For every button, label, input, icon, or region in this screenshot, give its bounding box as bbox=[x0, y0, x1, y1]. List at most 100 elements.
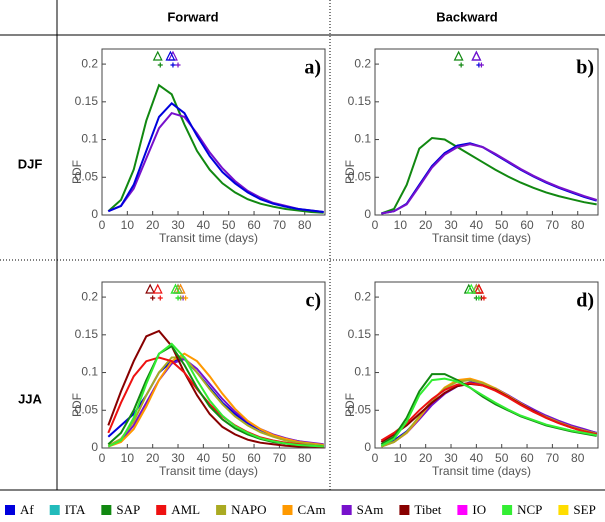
legend-label: Af bbox=[20, 502, 34, 517]
legend-label: SAm bbox=[357, 502, 384, 517]
legend-label: NCP bbox=[517, 502, 542, 517]
y-tick-label: 0.1 bbox=[354, 132, 371, 146]
y-tick-label: 0.15 bbox=[348, 327, 372, 341]
legend-swatch bbox=[101, 505, 112, 515]
legend-label: NAPO bbox=[231, 502, 266, 517]
median-marker bbox=[175, 295, 181, 301]
median-marker bbox=[478, 62, 484, 68]
x-tick-label: 70 bbox=[546, 218, 560, 232]
legend-swatch bbox=[558, 505, 569, 515]
median-marker bbox=[481, 295, 487, 301]
panel-label: a) bbox=[304, 57, 321, 79]
plot-area bbox=[374, 281, 599, 449]
x-tick-label: 80 bbox=[298, 451, 312, 465]
x-tick-label: 60 bbox=[247, 451, 261, 465]
panel: 0 10 20 30 40 50 60 70 80 0 0.05 0.1 0.15 0.2 Transit … bbox=[343, 281, 599, 478]
median-marker bbox=[170, 62, 176, 68]
x-tick-label: 40 bbox=[197, 218, 211, 232]
x-axis-label: Transit time (days) bbox=[159, 464, 258, 478]
series-line bbox=[381, 142, 597, 215]
mean-marker bbox=[473, 283, 484, 294]
x-axis-label: Transit time (days) bbox=[159, 231, 258, 245]
x-tick-label: 40 bbox=[197, 451, 211, 465]
panel-label: c) bbox=[305, 290, 321, 312]
x-tick-label: 30 bbox=[171, 218, 185, 232]
y-axis-label: PDF bbox=[70, 160, 84, 184]
plot-area bbox=[101, 48, 326, 216]
y-tick-label: 0.05 bbox=[75, 169, 99, 183]
x-tick-label: 10 bbox=[121, 451, 135, 465]
x-tick-label: 0 bbox=[99, 218, 106, 232]
legend-label: Tibet bbox=[414, 502, 441, 517]
y-tick-label: 0.1 bbox=[81, 365, 98, 379]
x-tick-label: 40 bbox=[470, 218, 484, 232]
plot-area bbox=[101, 281, 326, 449]
y-tick-label: 0 bbox=[91, 207, 98, 221]
legend-swatch bbox=[5, 505, 15, 515]
panel: 0 10 20 30 40 50 60 70 80 0 0.05 0.1 0.15 0.2 Transit … bbox=[343, 48, 599, 245]
y-tick-label: 0.05 bbox=[75, 402, 99, 416]
x-tick-label: 20 bbox=[146, 451, 160, 465]
panel-label: b) bbox=[576, 57, 594, 79]
y-tick-label: 0.15 bbox=[75, 327, 99, 341]
panel: 0 10 20 30 40 50 60 70 80 0 0.05 0.1 0.15 0.2 Transit … bbox=[70, 48, 326, 245]
x-tick-label: 50 bbox=[222, 218, 236, 232]
x-tick-label: 70 bbox=[273, 451, 287, 465]
row-header: JJA bbox=[18, 391, 42, 406]
panel-label: d) bbox=[576, 290, 594, 312]
legend-label: ITA bbox=[65, 502, 86, 517]
x-tick-label: 40 bbox=[470, 451, 484, 465]
series-line bbox=[107, 329, 324, 449]
series-line bbox=[380, 379, 597, 448]
x-tick-label: 10 bbox=[121, 218, 135, 232]
median-marker bbox=[150, 295, 156, 301]
y-axis-label: PDF bbox=[343, 393, 357, 417]
series-line bbox=[107, 83, 324, 214]
y-axis-label: PDF bbox=[70, 393, 84, 417]
legend-swatch bbox=[156, 505, 167, 515]
mean-marker bbox=[170, 283, 181, 294]
legend-label: AML bbox=[171, 502, 200, 517]
series-line bbox=[380, 382, 597, 442]
x-tick-label: 80 bbox=[571, 218, 585, 232]
plot-area bbox=[374, 48, 599, 216]
column-header: Forward bbox=[167, 9, 218, 24]
mean-marker bbox=[152, 283, 163, 294]
legend-swatch bbox=[49, 505, 60, 515]
x-axis-label: Transit time (days) bbox=[432, 231, 531, 245]
legend-swatch bbox=[216, 505, 227, 515]
series-line bbox=[107, 101, 324, 213]
legend-label: CAm bbox=[298, 502, 326, 517]
y-tick-label: 0.2 bbox=[354, 289, 371, 303]
mean-marker bbox=[152, 50, 163, 61]
x-tick-label: 60 bbox=[520, 218, 534, 232]
series-line bbox=[381, 143, 597, 215]
x-tick-label: 0 bbox=[372, 451, 379, 465]
x-tick-label: 20 bbox=[419, 451, 433, 465]
y-tick-label: 0.15 bbox=[348, 94, 372, 108]
y-tick-label: 0 bbox=[364, 440, 371, 454]
legend-swatch bbox=[341, 505, 352, 515]
row-header: DJF bbox=[18, 156, 43, 171]
x-tick-label: 50 bbox=[495, 218, 509, 232]
legend-swatch bbox=[399, 505, 410, 515]
x-tick-label: 20 bbox=[146, 218, 160, 232]
x-tick-label: 10 bbox=[394, 451, 408, 465]
legend-swatch bbox=[457, 505, 468, 515]
x-tick-label: 60 bbox=[520, 451, 534, 465]
y-tick-label: 0.05 bbox=[348, 402, 372, 416]
mean-marker bbox=[471, 50, 482, 61]
x-tick-label: 0 bbox=[99, 451, 106, 465]
x-tick-label: 80 bbox=[298, 218, 312, 232]
series-line bbox=[380, 382, 597, 443]
median-marker bbox=[175, 62, 181, 68]
median-marker bbox=[157, 62, 163, 68]
series-line bbox=[380, 136, 597, 215]
legend-swatch bbox=[282, 505, 293, 515]
y-tick-label: 0 bbox=[364, 207, 371, 221]
series-line bbox=[107, 356, 324, 447]
series-line bbox=[380, 377, 597, 447]
x-tick-label: 20 bbox=[419, 218, 433, 232]
median-marker bbox=[183, 295, 189, 301]
